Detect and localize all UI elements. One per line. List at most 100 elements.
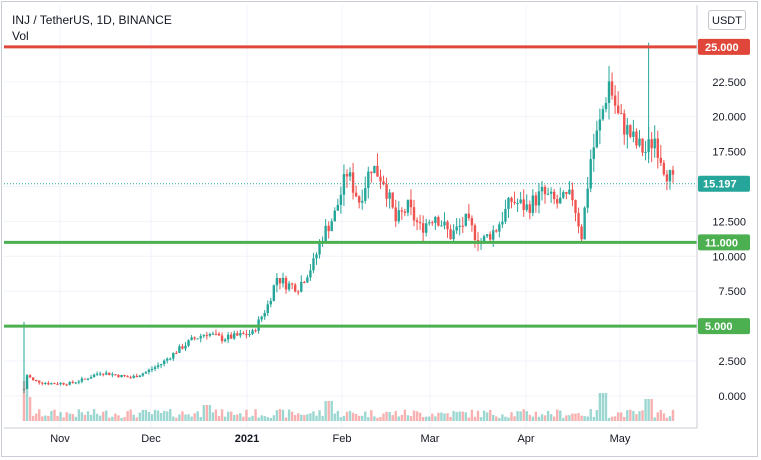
candle-body xyxy=(446,221,449,230)
candle-body xyxy=(589,159,592,189)
candle-body xyxy=(409,199,413,208)
candle-body xyxy=(382,181,385,185)
volume-bar xyxy=(41,416,44,421)
volume-bar xyxy=(437,412,440,421)
volume-label[interactable]: Vol xyxy=(12,29,29,43)
volume-bar xyxy=(95,413,99,421)
candle-body xyxy=(385,184,388,199)
candle-body xyxy=(336,204,340,211)
candle-body xyxy=(571,189,574,201)
volume-bar xyxy=(440,412,443,421)
candle-body xyxy=(162,360,166,365)
candle-body xyxy=(236,333,239,336)
candle-body xyxy=(300,281,303,292)
volume-bar xyxy=(278,409,282,421)
candle-body xyxy=(34,380,38,382)
candle-body xyxy=(421,223,425,233)
volume-bar xyxy=(336,410,340,421)
volume-bar xyxy=(339,417,343,421)
volume-bar xyxy=(172,416,175,421)
candle-body xyxy=(242,333,245,335)
volume-bar xyxy=(446,413,449,421)
candle-body xyxy=(92,374,96,378)
horizontal-lines[interactable] xyxy=(4,45,697,328)
candle-body xyxy=(449,229,452,240)
candle-body xyxy=(431,222,434,224)
candle-body xyxy=(108,372,111,376)
volume-bar xyxy=(333,413,336,421)
symbol-title[interactable]: INJ / TetherUS, 1D, BINANCE xyxy=(12,13,172,27)
volume-bar xyxy=(412,410,416,421)
candle-body xyxy=(424,223,428,233)
x-tick-label: May xyxy=(610,433,631,445)
volume-bar xyxy=(178,414,181,421)
volume-bar xyxy=(367,417,370,421)
candle-body xyxy=(540,186,544,192)
candle-body xyxy=(187,340,190,346)
y-tick-label: 0.000 xyxy=(718,391,746,403)
candle-body xyxy=(626,125,629,135)
volume-bar xyxy=(245,409,248,421)
volume-bar xyxy=(205,405,209,421)
candle-body xyxy=(111,374,114,376)
volume-bar xyxy=(50,411,53,421)
volume-bar xyxy=(495,416,498,421)
volume-bar xyxy=(400,414,404,421)
candle-body xyxy=(290,283,294,285)
candle-body xyxy=(266,304,269,314)
volume-bar xyxy=(315,415,318,421)
candle-body xyxy=(501,221,504,225)
volume-bar xyxy=(120,417,123,421)
candle-body xyxy=(607,81,611,103)
candle-body xyxy=(455,226,458,231)
volume-bar xyxy=(492,414,495,421)
candle-body xyxy=(632,131,635,137)
volume-bar xyxy=(309,413,312,421)
volume-bar xyxy=(632,410,635,421)
candle-body xyxy=(229,334,233,339)
candle-body xyxy=(418,222,422,224)
volume-bar xyxy=(543,415,547,421)
candle-body xyxy=(641,138,644,153)
x-axis[interactable]: Nov Dec 2021 Feb Mar Apr May xyxy=(4,427,697,445)
candle-body xyxy=(126,376,129,378)
y-axis[interactable]: 0.0002.5005.0007.50010.00012.50015.00017… xyxy=(696,5,746,428)
candle-body xyxy=(74,382,77,384)
volume-bar xyxy=(540,414,544,421)
candle-body xyxy=(623,113,626,135)
candle-body xyxy=(403,211,407,213)
candle-body xyxy=(513,201,516,204)
volume-bar xyxy=(62,417,65,421)
volume-bar xyxy=(376,417,379,421)
candle-body xyxy=(263,313,266,317)
candle-body xyxy=(303,281,306,283)
candle-body xyxy=(406,199,410,213)
volume-bar xyxy=(190,416,193,421)
volume-bar xyxy=(623,416,626,421)
volume-bar xyxy=(254,409,257,421)
volume-bar xyxy=(159,413,163,421)
candle-body xyxy=(613,95,617,106)
volume-bar xyxy=(111,416,114,421)
candle-body xyxy=(248,333,251,336)
candle-body xyxy=(318,243,321,255)
candle-body xyxy=(470,218,474,226)
candle-body xyxy=(345,174,349,177)
candle-body xyxy=(574,200,577,214)
volume-bar xyxy=(293,415,297,421)
volume-bar xyxy=(98,415,102,421)
level-tag-label: 25.000 xyxy=(705,42,739,54)
currency-button[interactable]: USDT xyxy=(708,10,746,30)
volume-bar xyxy=(56,415,59,421)
volume-bar xyxy=(650,399,653,421)
volume-bar xyxy=(434,416,437,421)
volume-bar xyxy=(123,417,126,421)
candle-body xyxy=(217,333,221,336)
candle-body xyxy=(254,330,257,332)
candle-body xyxy=(635,131,638,146)
volume-bar xyxy=(129,409,132,421)
candle-body xyxy=(348,172,352,177)
candle-body xyxy=(129,377,132,379)
volume-bar xyxy=(199,417,202,421)
